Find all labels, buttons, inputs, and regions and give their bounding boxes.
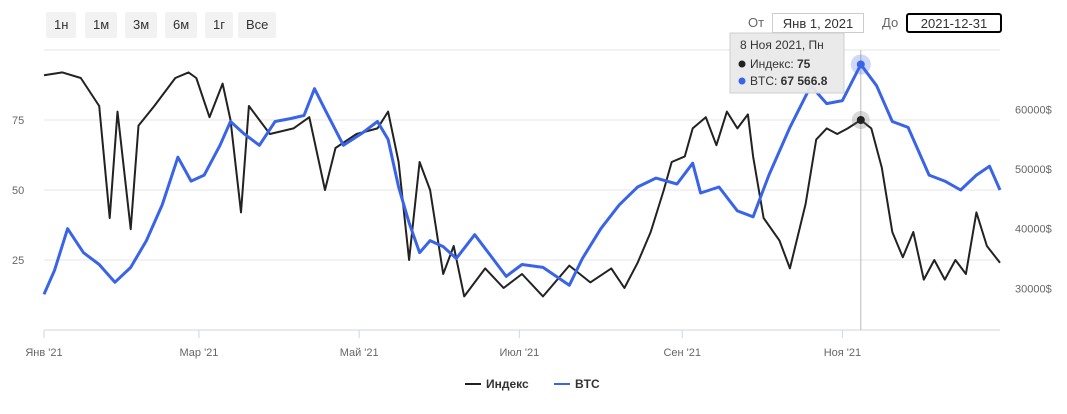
crosshair (850, 50, 871, 330)
to-label: До (882, 15, 899, 30)
x-tick-label: Сен '21 (663, 347, 701, 359)
from-label: От (748, 15, 765, 30)
right-tick-label: 50000$ (1015, 164, 1052, 176)
left-tick-label: 25 (12, 255, 24, 267)
x-tick-label: Июл '21 (500, 347, 540, 359)
legend-item-btc[interactable]: BTC (554, 377, 600, 391)
left-tick-label: 75 (12, 115, 24, 127)
tooltip-btc-row: BTC: 67 566.8 (750, 74, 828, 88)
left-tick-label: 50 (12, 185, 24, 197)
to-date-input[interactable] (906, 13, 1002, 33)
right-tick-label: 30000$ (1015, 283, 1052, 295)
tooltip-box (729, 32, 845, 94)
tooltip-btc-label: BTC: (750, 74, 781, 88)
x-tick-label: Май '21 (340, 347, 379, 359)
legend-btc-label: BTC (575, 377, 600, 391)
x-tick-label: Ноя '21 (824, 347, 861, 359)
legend: Индекс BTC (465, 377, 600, 391)
hover-point-index (856, 116, 865, 124)
tooltip-index-row: Индекс: 75 (750, 57, 811, 71)
tooltip-date: 8 Ноя 2021, Пн (740, 38, 824, 52)
range-button-3m[interactable]: 3м (125, 12, 158, 38)
range-button-all[interactable]: Все (238, 12, 277, 38)
tooltip: 8 Ноя 2021, Пн Индекс: 75 BTC: 67 566.8 (729, 32, 845, 94)
x-axis: Янв '21 Мар '21 Май '21 Июл '21 Сен '21 Ноя '… (25, 330, 861, 359)
x-tick-label: Мар '21 (179, 347, 218, 359)
legend-index-label: Индекс (486, 377, 529, 391)
from-date-input[interactable] (772, 13, 864, 33)
grid (44, 49, 1000, 331)
tooltip-index-label: Индекс: (750, 57, 797, 71)
tooltip-index-value: 75 (797, 57, 811, 71)
tooltip-btc-dot (738, 77, 746, 85)
range-button-6m[interactable]: 6м (165, 12, 198, 38)
range-button-1m[interactable]: 1м (85, 12, 118, 38)
legend-item-index[interactable]: Индекс (465, 377, 529, 391)
range-button-1w[interactable]: 1н (46, 12, 77, 38)
series-group (42, 63, 1002, 298)
right-tick-label: 40000$ (1015, 224, 1052, 236)
left-axis: 25 50 75 (12, 115, 24, 267)
hover-point-btc (856, 60, 865, 69)
right-axis: 30000$ 40000$ 50000$ 60000$ (1015, 105, 1052, 296)
tooltip-index-dot (738, 60, 746, 68)
series-btc-line (42, 63, 1002, 295)
right-tick-label: 60000$ (1015, 105, 1052, 117)
tooltip-btc-value: 67 566.8 (781, 74, 828, 88)
series-index-line (43, 71, 1001, 298)
x-tick-label: Янв '21 (25, 347, 62, 359)
range-button-1y[interactable]: 1г (205, 12, 233, 38)
